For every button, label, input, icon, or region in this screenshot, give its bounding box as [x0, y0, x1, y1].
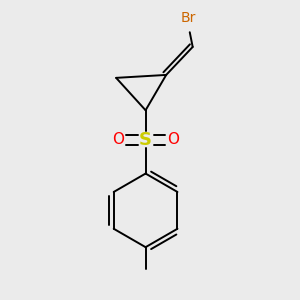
Text: O: O	[167, 132, 179, 147]
Text: O: O	[112, 132, 124, 147]
Text: S: S	[139, 131, 152, 149]
Text: Br: Br	[181, 11, 196, 25]
